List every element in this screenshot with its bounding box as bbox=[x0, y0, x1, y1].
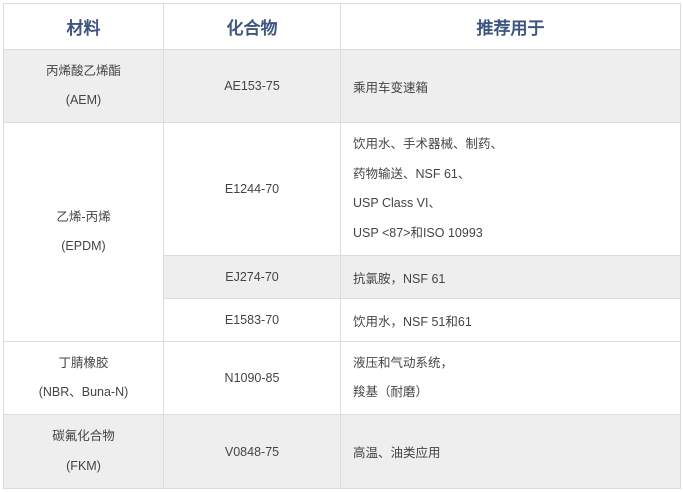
header-material: 材料 bbox=[3, 3, 164, 50]
compound-cell: E1244-70 bbox=[163, 122, 341, 256]
compound-cell: V0848-75 bbox=[163, 414, 341, 489]
use-cell: 乘用车变速箱 bbox=[340, 49, 681, 123]
compound-cell: N1090-85 bbox=[163, 341, 341, 415]
header-row: 材料 化合物 推荐用于 bbox=[3, 3, 681, 50]
use-cell: 高温、油类应用 bbox=[340, 414, 681, 489]
use-cell: 抗氯胺，NSF 61 bbox=[340, 255, 681, 299]
compound-cell: E1583-70 bbox=[163, 298, 341, 342]
table-row: 碳氟化合物 (FKM) V0848-75 高温、油类应用 bbox=[3, 414, 681, 489]
use-cell: 饮用水、手术器械、制药、 药物输送、NSF 61、 USP Class VI、 USP… bbox=[340, 122, 681, 256]
table-row: 丙烯酸乙烯酯 (AEM) AE153-75 乘用车变速箱 bbox=[3, 49, 681, 123]
table-row: 乙烯-丙烯 (EPDM) E1244-70 饮用水、手术器械、制药、 药物输送、NS… bbox=[3, 122, 681, 342]
use-cell: 液压和气动系统， 羧基（耐磨） bbox=[340, 341, 681, 415]
material-cell: 丁腈橡胶 (NBR、Buna-N) bbox=[3, 341, 164, 415]
material-cell: 碳氟化合物 (FKM) bbox=[3, 414, 164, 489]
materials-table: 材料 化合物 推荐用于 丙烯酸乙烯酯 (AEM) AE153-75 乘用车变速箱 … bbox=[3, 3, 681, 489]
use-cell: 饮用水，NSF 51和61 bbox=[340, 298, 681, 342]
header-use: 推荐用于 bbox=[340, 3, 681, 50]
header-compound: 化合物 bbox=[163, 3, 341, 50]
compound-cell: AE153-75 bbox=[163, 49, 341, 123]
table-row: EJ274-70 抗氯胺，NSF 61 bbox=[3, 255, 681, 299]
material-cell: 乙烯-丙烯 (EPDM) bbox=[3, 122, 164, 342]
table-row: 丁腈橡胶 (NBR、Buna-N) N1090-85 液压和气动系统， 羧基（耐磨） bbox=[3, 341, 681, 415]
compound-cell: EJ274-70 bbox=[163, 255, 341, 299]
material-cell: 丙烯酸乙烯酯 (AEM) bbox=[3, 49, 164, 123]
